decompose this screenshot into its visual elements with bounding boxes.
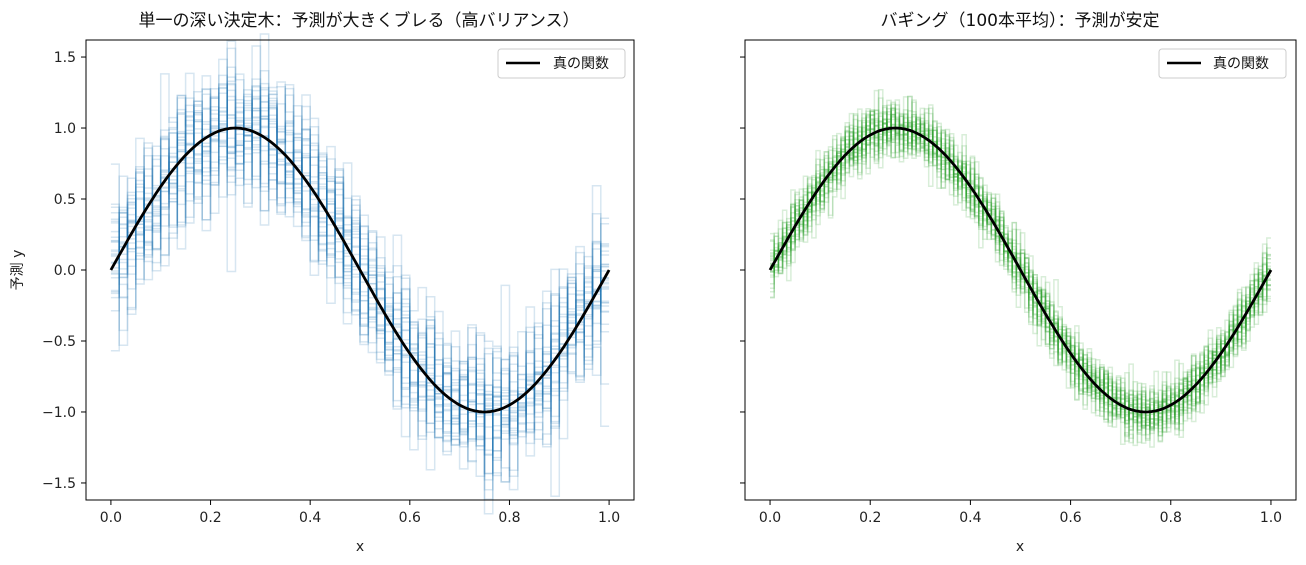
x-tick-label: 0.4 bbox=[299, 510, 321, 526]
ensemble-prediction-line bbox=[770, 113, 1271, 440]
ensemble-prediction-line bbox=[110, 107, 610, 491]
right-legend-label: 真の関数 bbox=[1213, 56, 1269, 72]
ensemble-prediction-line bbox=[110, 87, 610, 456]
ensemble-prediction-line bbox=[110, 66, 610, 451]
right-legend: 真の関数 bbox=[1158, 48, 1287, 79]
ensemble-prediction-line bbox=[110, 73, 610, 477]
right-y-ticks bbox=[740, 56, 745, 484]
y-tick-label: 1.5 bbox=[54, 50, 76, 66]
ensemble-prediction-line bbox=[110, 87, 610, 461]
y-tick-label: −1.5 bbox=[42, 476, 76, 492]
ensemble-prediction-line bbox=[110, 82, 610, 515]
ensemble-prediction-line bbox=[110, 83, 610, 500]
left-legend-label: 真の関数 bbox=[553, 56, 609, 72]
ensemble-prediction-line bbox=[110, 45, 610, 437]
left-x-axis-label: x bbox=[356, 539, 364, 555]
left-legend: 真の関数 bbox=[497, 48, 626, 79]
ensemble-prediction-line bbox=[110, 33, 610, 481]
ensemble-prediction-line bbox=[770, 107, 1271, 430]
ensemble-prediction-line bbox=[110, 75, 610, 457]
ensemble-prediction-line bbox=[110, 40, 610, 418]
x-tick-label: 1.0 bbox=[1260, 510, 1282, 526]
ensemble-prediction-line bbox=[110, 74, 610, 498]
y-tick-label: −1.0 bbox=[42, 405, 76, 421]
left-chart: 単一の深い決定木：予測が大きくブレる（高バリアンス） 0.0 0.2 0.4 0.6 0… bbox=[10, 10, 635, 555]
ensemble-prediction-line bbox=[770, 107, 1271, 448]
x-tick-label: 0.2 bbox=[859, 510, 881, 526]
right-x-ticks: 0.0 0.2 0.4 0.6 0.8 1.0 bbox=[759, 500, 1282, 526]
y-tick-label: 0.5 bbox=[54, 192, 76, 208]
ensemble-prediction-line bbox=[770, 95, 1271, 433]
right-chart-marks bbox=[768, 88, 1273, 448]
ensemble-prediction-line bbox=[110, 58, 610, 442]
left-chart-title: 単一の深い決定木：予測が大きくブレる（高バリアンス） bbox=[139, 10, 580, 31]
right-x-axis-label: x bbox=[1016, 539, 1024, 555]
x-tick-label: 0.6 bbox=[399, 510, 421, 526]
left-legend-box bbox=[497, 48, 626, 79]
left-x-ticks: 0.0 0.2 0.4 0.6 0.8 1.0 bbox=[100, 500, 620, 526]
x-tick-label: 0.8 bbox=[498, 510, 520, 526]
x-tick-label: 0.2 bbox=[199, 510, 221, 526]
x-tick-label: 0.0 bbox=[759, 510, 781, 526]
ensemble-prediction-line bbox=[770, 107, 1271, 431]
left-y-axis-label: 予測 y bbox=[10, 250, 26, 291]
x-tick-label: 0.6 bbox=[1059, 510, 1081, 526]
ensemble-prediction-line bbox=[110, 114, 610, 471]
right-legend-box bbox=[1158, 48, 1287, 79]
ensemble-prediction-line bbox=[110, 93, 610, 435]
ensemble-prediction-line bbox=[770, 104, 1271, 439]
ensemble-prediction-line bbox=[770, 104, 1271, 437]
x-tick-label: 0.8 bbox=[1160, 510, 1182, 526]
ensemble-prediction-line bbox=[110, 94, 610, 451]
y-tick-label: 1.0 bbox=[54, 121, 76, 137]
left-chart-marks bbox=[109, 33, 611, 515]
ensemble-prediction-line bbox=[770, 114, 1271, 436]
ensemble-prediction-line bbox=[770, 110, 1271, 434]
ensemble-prediction-line bbox=[770, 108, 1271, 447]
left-y-ticks: −1.5 −1.0 −0.5 0.0 0.5 1.0 1.5 bbox=[42, 50, 86, 492]
y-tick-label: −0.5 bbox=[42, 334, 76, 350]
right-chart-title: バギング（100本平均）：予測が安定 bbox=[881, 11, 1160, 31]
x-tick-label: 0.0 bbox=[100, 510, 122, 526]
ensemble-prediction-line bbox=[110, 89, 610, 445]
y-tick-label: 0.0 bbox=[54, 263, 76, 279]
ensemble-prediction-line bbox=[110, 97, 610, 471]
ensemble-prediction-line bbox=[770, 110, 1271, 443]
ensemble-prediction-line bbox=[770, 104, 1271, 431]
x-tick-label: 1.0 bbox=[598, 510, 620, 526]
right-chart: バギング（100本平均）：予測が安定 0.0 0.2 0.4 0.6 0.8 1.0 x … bbox=[740, 11, 1297, 555]
ensemble-prediction-line bbox=[770, 95, 1271, 445]
ensemble-prediction-line bbox=[110, 82, 610, 475]
ensemble-prediction-line bbox=[770, 99, 1271, 426]
ensemble-prediction-line bbox=[770, 107, 1271, 429]
x-tick-label: 0.4 bbox=[959, 510, 981, 526]
ensemble-prediction-line bbox=[110, 93, 610, 483]
ensemble-prediction-line bbox=[110, 70, 610, 446]
ensemble-prediction-line bbox=[110, 72, 610, 483]
ensemble-prediction-line bbox=[110, 86, 610, 433]
ensemble-prediction-line bbox=[110, 84, 610, 478]
ensemble-prediction-line bbox=[110, 97, 610, 451]
true-function-line bbox=[109, 126, 611, 414]
true-function-line bbox=[768, 126, 1273, 414]
ensemble-prediction-line bbox=[110, 85, 610, 446]
ensemble-prediction-line bbox=[770, 109, 1271, 432]
